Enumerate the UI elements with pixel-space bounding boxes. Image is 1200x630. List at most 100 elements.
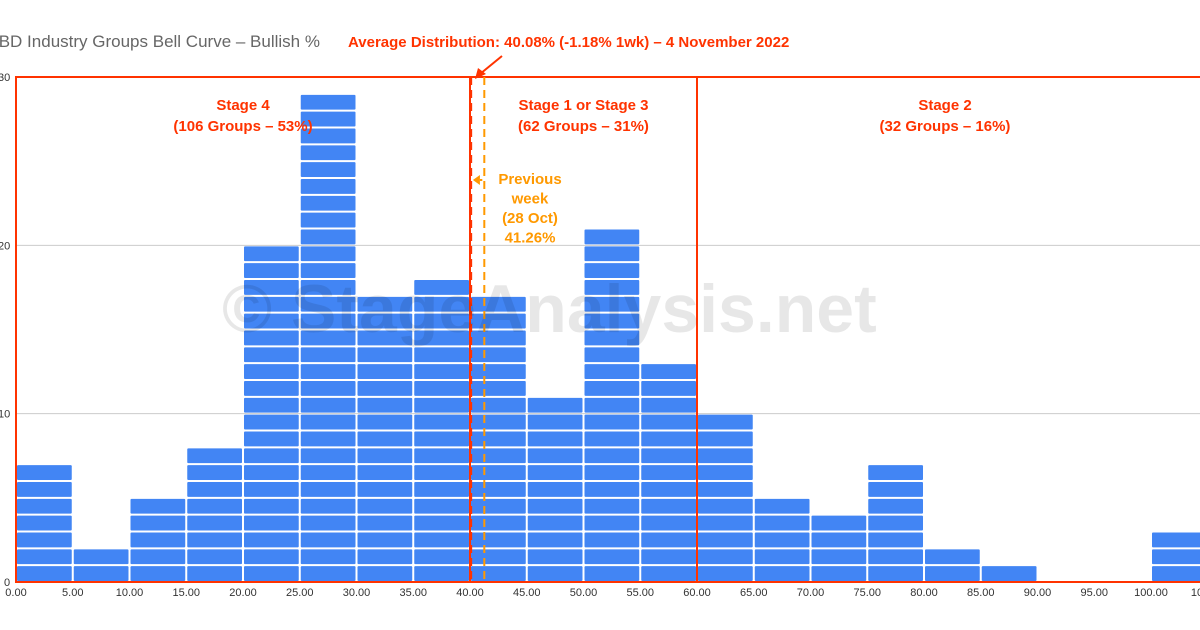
bar-segment <box>244 263 299 278</box>
bar-segment <box>244 414 299 430</box>
bar-segment <box>584 431 640 447</box>
bar-segment <box>641 431 696 447</box>
bar-segment <box>414 381 469 396</box>
bar-segment <box>130 549 186 565</box>
bar-segment <box>17 566 72 581</box>
bar-segment <box>584 566 640 581</box>
bar-segment <box>244 364 299 379</box>
bar-segment <box>244 448 299 464</box>
x-tick-label: 45.00 <box>513 587 541 599</box>
bar-segment <box>527 566 583 581</box>
bar-segment <box>357 549 413 565</box>
x-tick-label: 40.00 <box>456 587 484 599</box>
bar-segment <box>357 364 413 379</box>
bar-segment <box>357 397 413 413</box>
bar-segment <box>471 397 526 413</box>
bar-segment <box>414 280 469 295</box>
bar-segment <box>471 465 526 480</box>
x-tick-label: 75.00 <box>853 587 881 599</box>
x-tick-label: 10.00 <box>116 587 144 599</box>
y-tick-label: 0 <box>4 577 10 589</box>
bar-segment <box>244 482 299 497</box>
bar-segment <box>1152 532 1200 548</box>
bar-segment <box>584 498 640 514</box>
bar-segment <box>244 296 299 312</box>
bar-segment <box>357 296 413 312</box>
bar-segment <box>17 532 72 548</box>
bar-segment <box>527 465 583 480</box>
bar-segment <box>357 347 413 363</box>
bar-segment <box>357 330 413 346</box>
bar-segment <box>584 347 640 363</box>
bar-segment <box>1152 549 1200 565</box>
bar-segment <box>868 515 923 531</box>
bar-segment <box>414 397 469 413</box>
bar-segment <box>811 532 867 548</box>
bar-segment <box>130 566 186 581</box>
previous-week-label: (28 Oct) <box>502 210 558 227</box>
bar-segment <box>698 431 753 447</box>
bar-segment <box>698 465 753 480</box>
x-tick-label: 70.00 <box>797 587 825 599</box>
bar-segment <box>584 296 640 312</box>
bar-segment <box>300 128 356 144</box>
x-tick-label: 0.00 <box>5 587 26 599</box>
bar-segment <box>300 414 356 430</box>
bar-segment <box>641 381 696 396</box>
bar-segment <box>641 482 696 497</box>
x-tick-label: 5.00 <box>62 587 83 599</box>
bar-segment <box>471 549 526 565</box>
bar-segment <box>414 448 469 464</box>
bar-segment <box>1152 566 1200 581</box>
bar-segment <box>641 566 696 581</box>
bar-segment <box>471 482 526 497</box>
bar-segment <box>300 212 356 228</box>
average-headline: Average Distribution: 40.08% (-1.18% 1wk… <box>348 34 789 51</box>
bar-segment <box>414 414 469 430</box>
bar-segment <box>698 448 753 464</box>
bar-segment <box>244 347 299 363</box>
bar-segment <box>414 532 469 548</box>
bar-segment <box>641 414 696 430</box>
bar-segment <box>471 381 526 396</box>
bar-segment <box>300 330 356 346</box>
bar-segment <box>471 515 526 531</box>
bar-segment <box>357 448 413 464</box>
bars <box>17 94 1200 581</box>
bar-segment <box>244 498 299 514</box>
bar-segment <box>584 313 640 329</box>
bar-segment <box>641 465 696 480</box>
watermark: © StageAnalysis.net <box>222 271 877 347</box>
stage-sublabel: (62 Groups – 31%) <box>518 118 649 135</box>
bar-segment <box>527 482 583 497</box>
bar-segment <box>130 515 186 531</box>
bar-segment <box>981 566 1037 581</box>
bar-segment <box>414 465 469 480</box>
x-tick-label: 25.00 <box>286 587 314 599</box>
bar-segment <box>527 549 583 565</box>
x-tick-label: 105.00 <box>1191 587 1200 599</box>
x-tick-label: 20.00 <box>229 587 257 599</box>
bar-segment <box>300 498 356 514</box>
axis-ticks: 0 10 20 30 0.00 5.00 10.00 15.00 20.00 25.00 30.00… <box>0 72 1200 599</box>
bar-segment <box>244 280 299 295</box>
bar-segment <box>130 532 186 548</box>
bar-segment <box>584 397 640 413</box>
bar-segment <box>584 482 640 497</box>
bar-segment <box>527 498 583 514</box>
bar-segment <box>584 229 640 245</box>
bar-segment <box>698 482 753 497</box>
bar-segment <box>244 532 299 548</box>
bar-segment <box>357 482 413 497</box>
bar-segment <box>925 549 980 565</box>
bar-segment <box>17 465 72 480</box>
bar-segment <box>300 465 356 480</box>
bar-segment <box>754 532 810 548</box>
bar-segment <box>527 515 583 531</box>
bar-segment <box>187 498 242 514</box>
bar-segment <box>244 566 299 581</box>
bar-segment <box>300 364 356 379</box>
bar-segment <box>300 145 356 161</box>
bar-segment <box>357 431 413 447</box>
bar-segment <box>641 448 696 464</box>
